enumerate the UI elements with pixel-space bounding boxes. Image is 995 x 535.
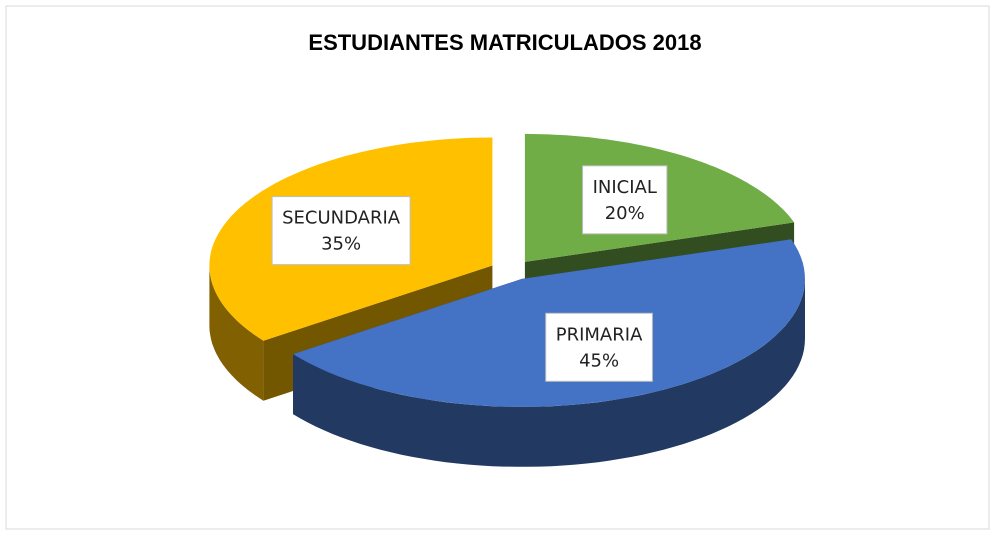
data-label: SECUNDARIA 35% <box>271 196 411 266</box>
chart-title: ESTUDIANTES MATRICULADOS 2018 <box>308 30 701 55</box>
label-category: SECUNDARIA <box>282 208 401 229</box>
slice-side <box>209 265 264 401</box>
label-box <box>271 196 411 266</box>
data-label: INICIAL 20% <box>582 165 668 235</box>
label-value: 20% <box>605 203 645 224</box>
label-value: 45% <box>579 350 619 371</box>
data-label: PRIMARIA 45% <box>545 312 653 382</box>
slice-side <box>293 278 805 467</box>
label-box <box>545 312 653 382</box>
label-box <box>582 165 668 235</box>
label-category: INICIAL <box>593 177 657 198</box>
label-category: PRIMARIA <box>556 324 643 345</box>
label-value: 35% <box>321 234 361 255</box>
